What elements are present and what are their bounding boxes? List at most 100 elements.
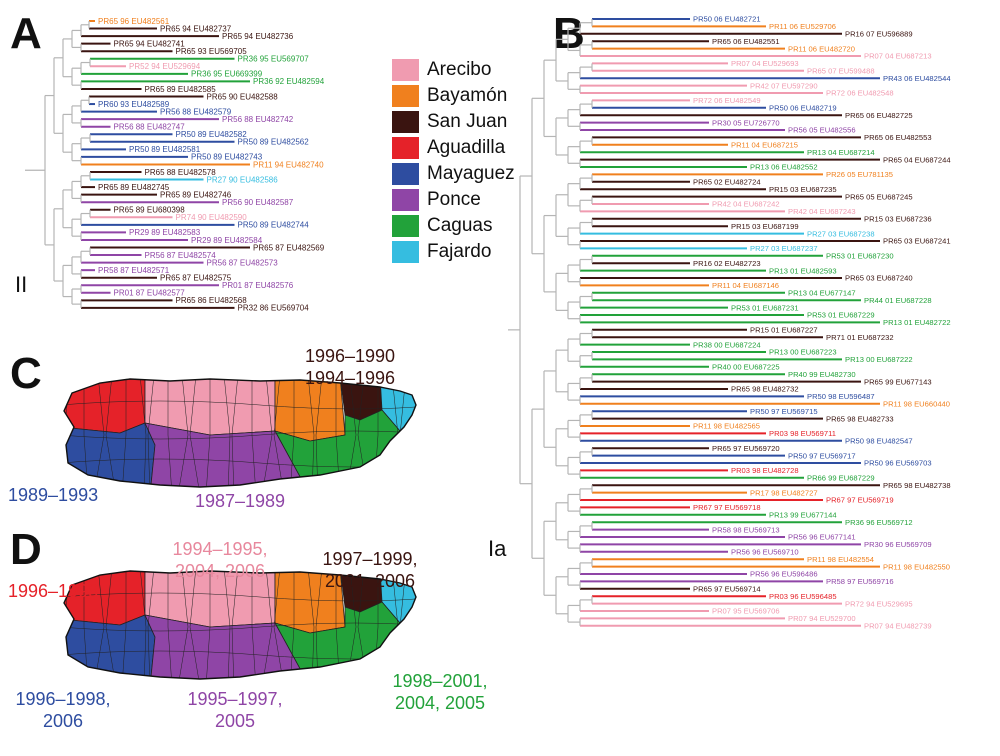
panel-letter-d: D: [10, 525, 42, 574]
legend-swatch: [392, 215, 419, 237]
tree_b-leaf-label: PR65 03 EU687240: [845, 274, 913, 283]
tree_b-leaf-label: PR26 05 EU781135: [826, 170, 893, 179]
legend-swatch: [392, 85, 419, 107]
tree_b-leaf-label: PR07 04 EU529693: [731, 59, 799, 68]
map-c-municipality-border: [139, 379, 147, 487]
tree_b-leaf-label: PR11 04 EU687146: [712, 281, 779, 290]
map-d-svg: [63, 570, 417, 680]
map-d-municipality-border: [273, 571, 285, 679]
tree_b-leaf-label: PR11 98 EU482565: [693, 422, 760, 431]
legend-label: Caguas: [427, 215, 493, 236]
region-legend: Arecibo Bayamón San Juan Aguadilla Mayaguez P…: [392, 57, 552, 265]
tree_b-leaf-label: PR13 04 EU687214: [807, 148, 875, 157]
tree_b-leaf-label: PR27 03 EU687238: [807, 229, 875, 238]
map-c-municipality-border: [189, 379, 201, 487]
tree_b-leaf-label: PR65 99 EU677143: [864, 377, 932, 386]
tree_b-leaf-label: PR15 03 EU687235: [769, 185, 837, 194]
map-d-municipality-border: [93, 571, 105, 679]
map-c-municipality-border: [177, 379, 189, 487]
legend-label: Mayaguez: [427, 163, 515, 184]
tree_b-leaf-label: PR11 98 EU482554: [807, 555, 874, 564]
tree_b-leaf-label: PR40 99 EU482730: [788, 370, 856, 379]
map-c-municipality-border: [205, 379, 211, 487]
tree_b-leaf-label: PR56 96 EU569710: [731, 547, 799, 556]
tree_a-leaf-label: PR56 88 EU482742: [222, 115, 294, 124]
legend-label: Ponce: [427, 189, 481, 210]
tree_a-leaf-label: PR29 89 EU482584: [191, 236, 263, 245]
map-c-municipality-border: [420, 375, 424, 495]
map-c-ponce-line-1: 1987–1989: [194, 491, 286, 511]
map-d-san-juan-line-1: 1997–1999,: [322, 549, 418, 569]
tree_b-leaf-label: PR07 95 EU569706: [712, 607, 780, 616]
legend-label: Fajardo: [427, 241, 492, 262]
legend-item-aguadilla: Aguadilla: [392, 135, 552, 161]
tree_b-leaf-label: PR13 06 EU482552: [750, 163, 818, 172]
map-d-label-aguadilla: 1996–1998: [8, 580, 108, 602]
map-c-label-san-juan: 1996–1990 1994–1996: [290, 345, 410, 389]
tree_a-leaf-label: PR65 90 EU482588: [207, 92, 279, 101]
tree_b-leaf-label: PR15 03 EU687199: [731, 222, 799, 231]
tree_b-leaf-label: PR65 06 EU482553: [864, 133, 932, 142]
map-d-ponce-line-2: 2005: [214, 711, 256, 731]
tree_b-leaf-label: PR07 94 EU529700: [788, 614, 856, 623]
tree_a-leaf-label: PR50 89 EU482744: [238, 221, 310, 230]
tree_b-leaf-label: PR42 04 EU687242: [712, 200, 780, 209]
tree_b-leaf-label: PR72 06 EU482548: [826, 89, 894, 98]
puerto-rico-map-d: [60, 567, 470, 692]
tree_b-leaf-label: PR11 04 EU687215: [731, 140, 798, 149]
map-c-municipality-border: [147, 379, 155, 487]
tree_b-leaf-label: PR13 04 EU677147: [788, 288, 856, 297]
tree_b-leaf-label: PR30 05 EU726770: [712, 118, 780, 127]
map-c-mayaguez-line-1: 1989–1993: [8, 485, 99, 505]
legend-swatch: [392, 59, 419, 81]
tree_b-leaf-label: PR65 98 EU482732: [731, 385, 799, 394]
tree_b-leaf-label: PR13 00 EU687223: [769, 348, 837, 357]
map-d-municipality-border: [231, 571, 239, 679]
tree_a-leaf-label: PR56 88 EU482579: [160, 107, 232, 116]
tree_b-leaf-label: PR50 97 EU569717: [788, 451, 856, 460]
legend-swatch: [392, 111, 419, 133]
tree_b-leaf-label: PR43 06 EU482544: [883, 74, 951, 83]
tree_a-leaf-label: PR52 94 EU529694: [129, 62, 201, 71]
tree_b-leaf-label: PR65 04 EU687244: [883, 155, 951, 164]
tree_b-leaf-label: PR50 96 EU569703: [864, 459, 932, 468]
tree_b-leaf-label: PR15 03 EU687236: [864, 214, 932, 223]
legend-item-mayaguez: Mayaguez: [392, 161, 552, 187]
tree_b-leaf-label: PR56 05 EU482556: [788, 126, 856, 135]
tree_b-leaf-label: PR56 96 EU677141: [788, 533, 856, 542]
tree_b-leaf-label: PR42 07 EU597290: [750, 81, 818, 90]
map-d-municipality-border: [251, 571, 257, 679]
tree_b-leaf-label: PR03 96 EU596485: [769, 592, 837, 601]
tree_a-leaf-label: PR50 89 EU482562: [238, 138, 310, 147]
tree_a-leaf-label: PR65 87 EU482575: [160, 274, 232, 283]
tree_a-leaf-label: PR65 86 EU482568: [176, 296, 248, 305]
map-d-municipality-border: [105, 571, 117, 679]
tree_b-leaf-label: PR07 04 EU687213: [864, 52, 932, 61]
tree_b-leaf-label: PR72 06 EU482549: [693, 96, 761, 105]
legend-item-caguas: Caguas: [392, 213, 552, 239]
map-d-label-caguas: 1998–2001, 2004, 2005: [385, 670, 495, 714]
tree_b-leaf-label: PR67 97 EU569718: [693, 503, 761, 512]
tree_a-leaf-label: PR56 90 EU482587: [222, 198, 294, 207]
legend-label: San Juan: [427, 111, 508, 132]
tree_a-leaf-label: PR65 96 EU482561: [98, 17, 170, 26]
map-d-municipality-border: [307, 571, 315, 679]
map-d-label-mayaguez: 1996–1998, 2006: [8, 688, 118, 732]
tree_a-leaf-label: PR56 87 EU482573: [207, 258, 279, 267]
map-d-mayaguez-line-1: 1996–1998,: [15, 689, 111, 709]
map-c-municipality-border: [273, 379, 285, 487]
map-c-municipality-border: [64, 430, 416, 440]
tree_b-leaf-label: PR66 99 EU687229: [807, 473, 875, 482]
tree_b-leaf-label: PR58 98 EU569713: [712, 525, 780, 534]
legend-item-san-juan: San Juan: [392, 109, 552, 135]
puerto-rico-map-c: [60, 375, 470, 500]
tree_a-leaf-label: PR74 90 EU482590: [176, 213, 248, 222]
tree_b-leaf-label: PR71 01 EU687232: [826, 333, 894, 342]
map-d-san-juan-line-2: 2001–2006: [324, 571, 416, 591]
tree_b-leaf-label: PR03 98 EU482728: [731, 466, 799, 475]
map-d-municipality-border: [121, 571, 127, 679]
tree_a-leaf-label: PR58 87 EU482571: [98, 266, 170, 275]
legend-item-bayam-n: Bayamón: [392, 83, 552, 109]
